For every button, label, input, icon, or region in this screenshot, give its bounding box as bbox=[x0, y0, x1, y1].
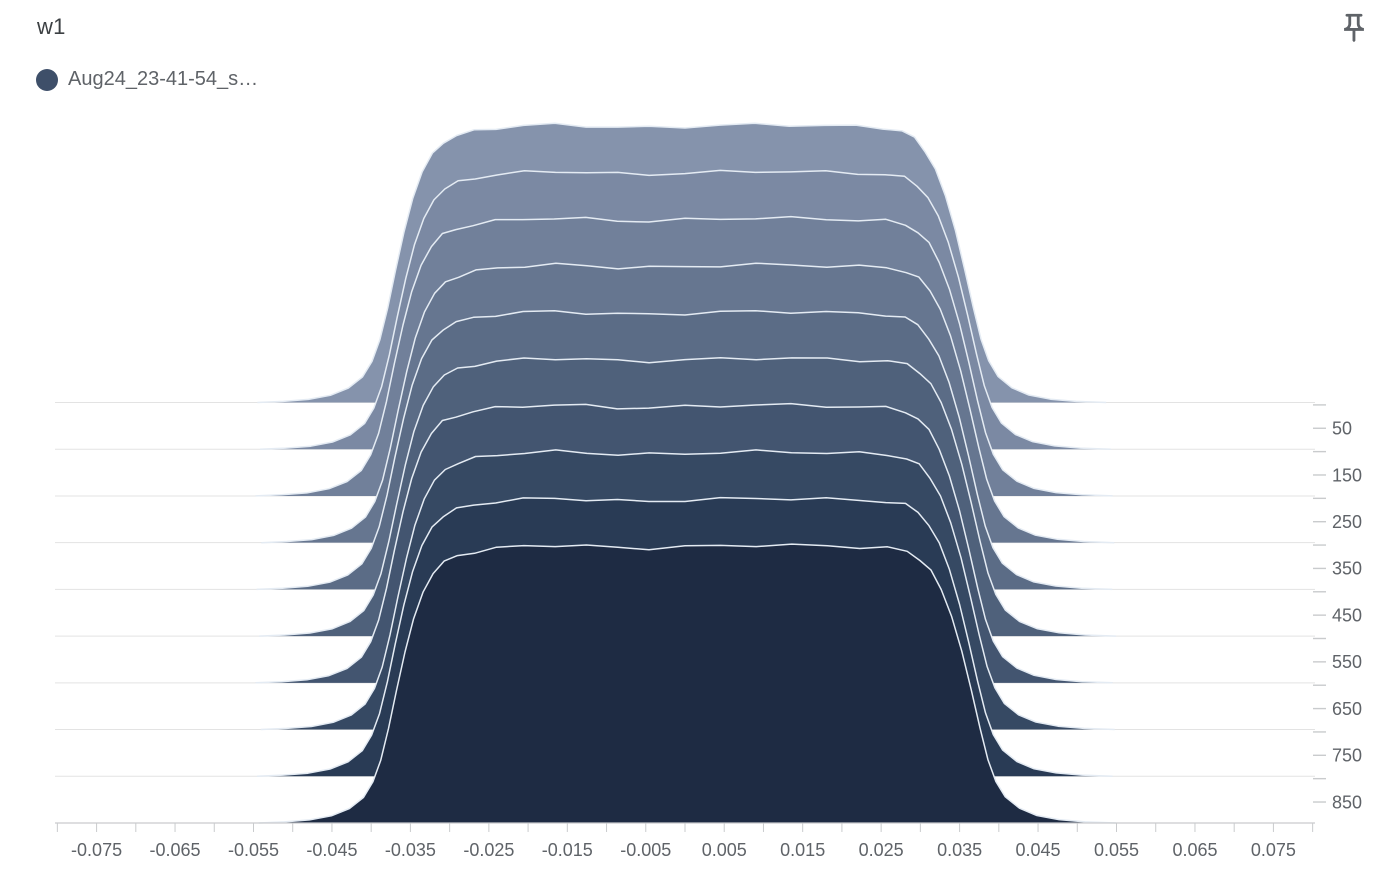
svg-text:0.015: 0.015 bbox=[780, 840, 825, 860]
x-axis: -0.075 -0.065 -0.055 -0.045 -0.035 -0.025 -0.0… bbox=[55, 822, 1315, 860]
svg-text:0.075: 0.075 bbox=[1251, 840, 1296, 860]
svg-text:450: 450 bbox=[1332, 605, 1362, 625]
svg-text:250: 250 bbox=[1332, 512, 1362, 532]
svg-text:850: 850 bbox=[1332, 792, 1362, 812]
svg-text:650: 650 bbox=[1332, 699, 1362, 719]
histogram-ridges bbox=[255, 122, 1117, 824]
svg-text:-0.015: -0.015 bbox=[542, 840, 593, 860]
svg-text:-0.045: -0.045 bbox=[306, 840, 357, 860]
svg-text:50: 50 bbox=[1332, 419, 1352, 439]
svg-text:-0.035: -0.035 bbox=[385, 840, 436, 860]
svg-text:-0.075: -0.075 bbox=[71, 840, 122, 860]
svg-text:0.055: 0.055 bbox=[1094, 840, 1139, 860]
svg-text:-0.025: -0.025 bbox=[463, 840, 514, 860]
page-title: w1 bbox=[37, 14, 66, 39]
svg-text:0.025: 0.025 bbox=[859, 840, 904, 860]
svg-text:550: 550 bbox=[1332, 652, 1362, 672]
svg-text:0.045: 0.045 bbox=[1016, 840, 1061, 860]
ridge-step-900 bbox=[258, 544, 1116, 823]
svg-text:-0.005: -0.005 bbox=[620, 840, 671, 860]
svg-text:0.035: 0.035 bbox=[937, 840, 982, 860]
svg-text:-0.065: -0.065 bbox=[150, 840, 201, 860]
y-axis: 50 150 250 350 450 550 650 750 850 bbox=[1313, 404, 1362, 812]
svg-text:750: 750 bbox=[1332, 746, 1362, 766]
push-pin-icon bbox=[1344, 13, 1364, 43]
legend: Aug24_23-41-54_s… bbox=[36, 68, 258, 91]
legend-item[interactable]: Aug24_23-41-54_s… bbox=[36, 68, 258, 91]
run-color-dot bbox=[36, 68, 58, 91]
svg-text:0.065: 0.065 bbox=[1172, 840, 1217, 860]
svg-text:150: 150 bbox=[1332, 465, 1362, 485]
run-label: Aug24_23-41-54_s… bbox=[68, 68, 259, 90]
pin-button[interactable] bbox=[1332, 4, 1376, 52]
svg-text:0.005: 0.005 bbox=[702, 840, 747, 860]
svg-text:-0.055: -0.055 bbox=[228, 840, 279, 860]
svg-text:350: 350 bbox=[1332, 559, 1362, 579]
